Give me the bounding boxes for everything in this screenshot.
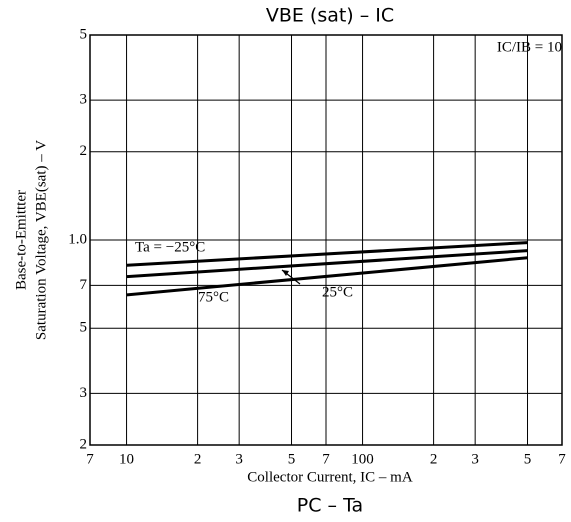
y-tick-label: 3 (80, 385, 88, 401)
series-line (126, 249, 528, 279)
chart-subtitle: PC – Ta (297, 495, 363, 517)
x-tick-label: 7 (558, 451, 566, 467)
x-tick-label: 7 (86, 451, 94, 467)
series-label: Ta = −25°C (135, 239, 205, 255)
y-tick-label: 2 (80, 436, 88, 452)
series-label: 75°C (198, 289, 229, 305)
y-tick-label: 3 (80, 92, 88, 108)
x-tick-label: 100 (351, 451, 374, 467)
x-tick-label: 2 (430, 451, 438, 467)
x-tick-label: 5 (288, 451, 296, 467)
series-line (126, 241, 528, 267)
y-tick-label: 2 (80, 143, 88, 159)
chart-title: VBE (sat) – IC (266, 5, 394, 27)
arrow-head (282, 270, 289, 276)
y-tick-label: 5 (80, 26, 88, 42)
annotation: IC/IB = 10 (497, 39, 562, 55)
series-line (126, 256, 528, 297)
plot-frame (89, 34, 563, 446)
x-tick-label: 3 (235, 451, 243, 467)
series-label: 25°C (322, 284, 353, 300)
x-tick-label: 5 (524, 451, 532, 467)
y-tick-label: 5 (80, 320, 88, 336)
x-tick-label: 10 (119, 451, 134, 467)
y-tick-label: 7 (80, 277, 88, 293)
y-axis-label: Base-to-Emittter (13, 190, 29, 290)
x-tick-label: 3 (471, 451, 479, 467)
x-axis-label: Collector Current, IC – mA (247, 469, 413, 485)
x-tick-label: 2 (194, 451, 202, 467)
y-tick-label: 1.0 (68, 231, 87, 247)
y-axis-label: Saturation Voltage, VBE(sat) – V (33, 140, 49, 340)
x-tick-label: 7 (322, 451, 330, 467)
